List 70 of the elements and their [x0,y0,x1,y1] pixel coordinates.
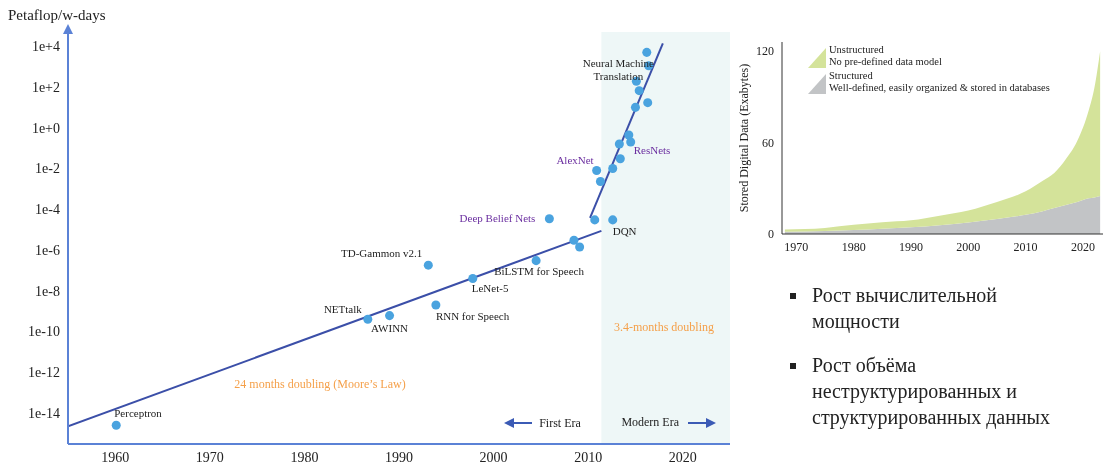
annotation: RNN for Speech [435,309,510,322]
y-tick-label: 120 [756,44,774,59]
point [595,176,605,186]
annotation: First Era [539,416,582,430]
legend-label: Unstructured No pre-defined data model [829,44,942,68]
annotation: ResNets [633,143,671,156]
y-tick-label: 1e+0 [31,120,60,136]
point [634,86,644,96]
point [643,98,653,108]
text: Рост вычислительной мощности [812,283,999,334]
point [111,420,121,430]
x-tick-label: 1980 [290,449,319,464]
x-tick-label: 1960 [101,449,130,464]
annotation: DQN [612,224,637,237]
x-tick-label: 2020 [668,449,697,464]
point [630,102,640,112]
annotation: 24 months doubling (Moore’s Law) [234,377,406,391]
annotation: Perceptron [114,407,163,420]
y-tick-label: 1e-12 [28,365,60,381]
annotation: TD-Gammon v2.1 [341,247,423,260]
point [363,314,373,324]
point [575,242,585,252]
band-label: Modern Era [621,415,680,429]
point [615,154,625,164]
x-tick-label: 1990 [898,239,923,254]
legend-label: Structured Well-defined, easily organized & stored in databases [829,70,1050,94]
annotation: Deep Belief Nets [459,211,536,224]
x-tick-label: 1970 [784,239,809,254]
annotation: AWINN [371,321,409,334]
annotation: BiLSTM for Speech [494,264,585,277]
y-tick-label: 1e-2 [35,161,60,177]
x-tick-label: 2000 [479,449,508,464]
point [385,311,395,321]
point [642,47,652,57]
x-tick-label: 2020 [1070,239,1095,254]
point [423,260,433,270]
y-tick-label: 1e-8 [35,283,60,299]
y-axis-title: Petaflop/w-days [8,7,106,23]
x-tick-label: 1990 [385,449,413,464]
y-tick-label: 0 [768,227,774,242]
x-tick-label: 1970 [195,449,224,464]
point [614,139,624,149]
point [626,137,636,147]
x-tick-label: 2000 [956,239,981,254]
text: Рост объёма неструктурированных и структурированных данных [812,353,1052,430]
y-axis-title: Stored Digital Data (Exabytes) [737,63,752,213]
point [468,273,478,283]
annotation: AlexNet [556,154,594,167]
y-tick-label: 1e-10 [28,324,60,340]
point [544,214,554,224]
y-tick-label: 1e+2 [31,79,60,95]
annotation: NETtalk [323,303,363,316]
point [608,163,618,173]
y-tick-label: 1e-6 [35,242,60,258]
point [431,300,441,310]
point [531,256,541,266]
y-tick-label: 60 [762,135,774,150]
y-tick-label: 1e+4 [31,39,60,55]
x-tick-label: 2010 [1013,239,1038,254]
y-tick-label: 1e-14 [28,405,60,421]
point [590,215,600,225]
point [592,165,602,175]
x-tick-label: 1980 [841,239,866,254]
annotation: 3.4-months doubling [613,320,715,334]
point [608,215,618,225]
point [569,235,579,245]
y-tick-label: 1e-4 [35,202,60,218]
annotation: Neural Machine Translation [582,57,655,83]
x-tick-label: 2010 [574,449,603,464]
annotation: LeNet-5 [471,282,509,295]
